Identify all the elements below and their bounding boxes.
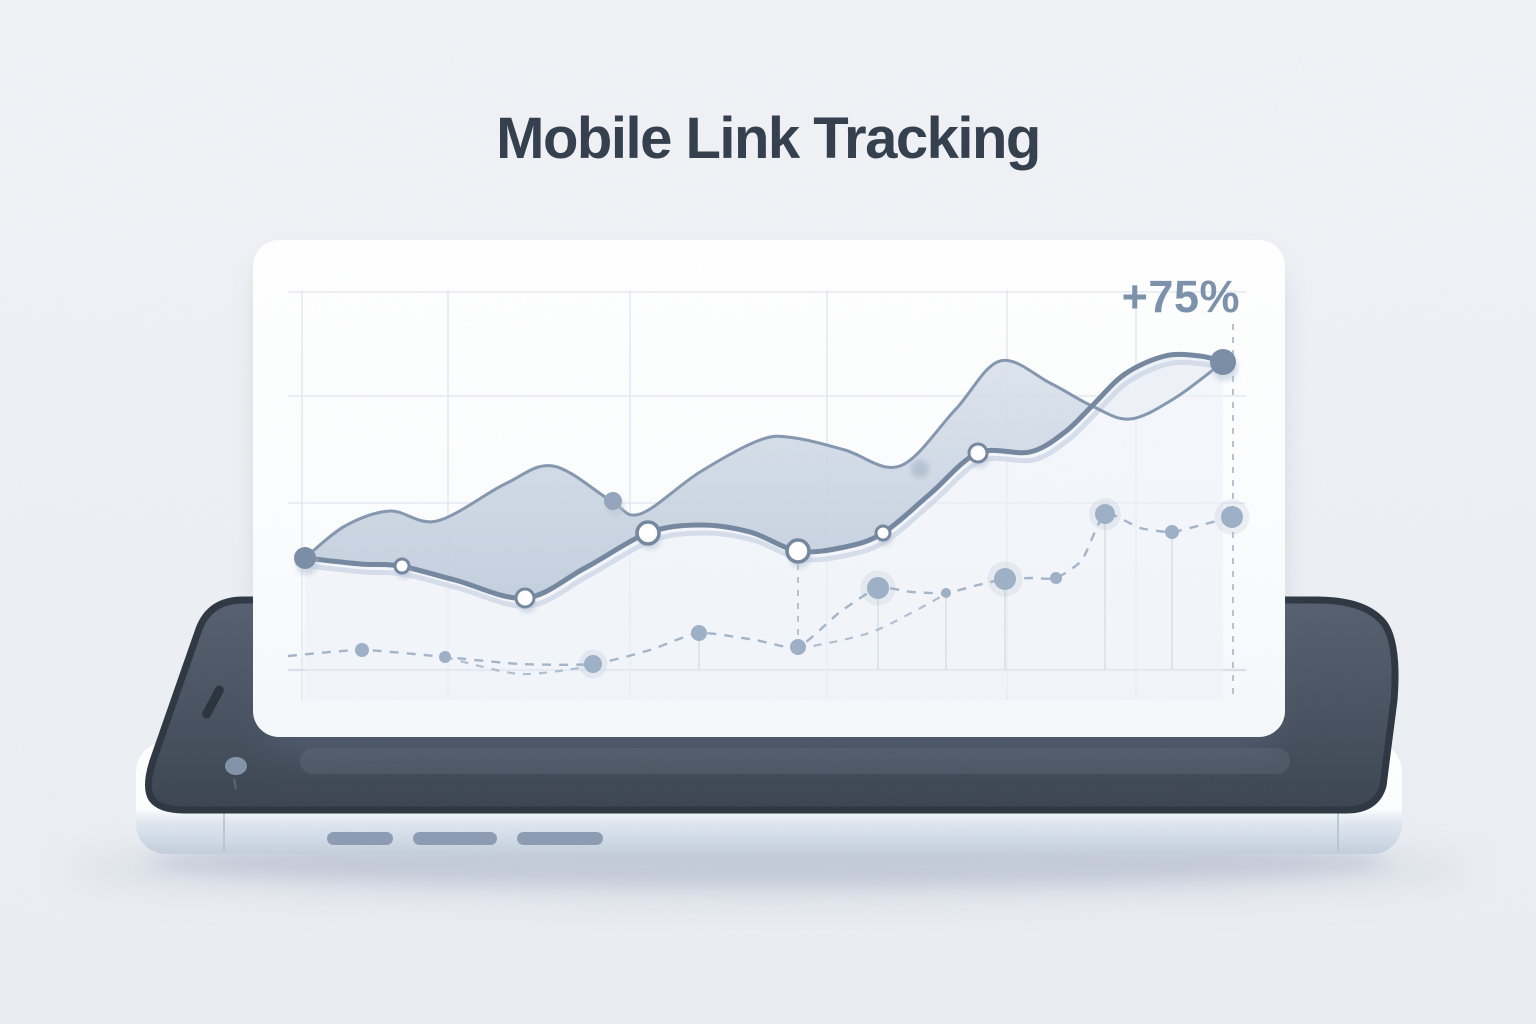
grain-overlay — [0, 0, 1536, 1024]
illustration-canvas: Mobile Link Tracking +75% — [0, 0, 1536, 1024]
mobile-link-tracking-illustration: Mobile Link Tracking +75% — [0, 0, 1536, 1024]
